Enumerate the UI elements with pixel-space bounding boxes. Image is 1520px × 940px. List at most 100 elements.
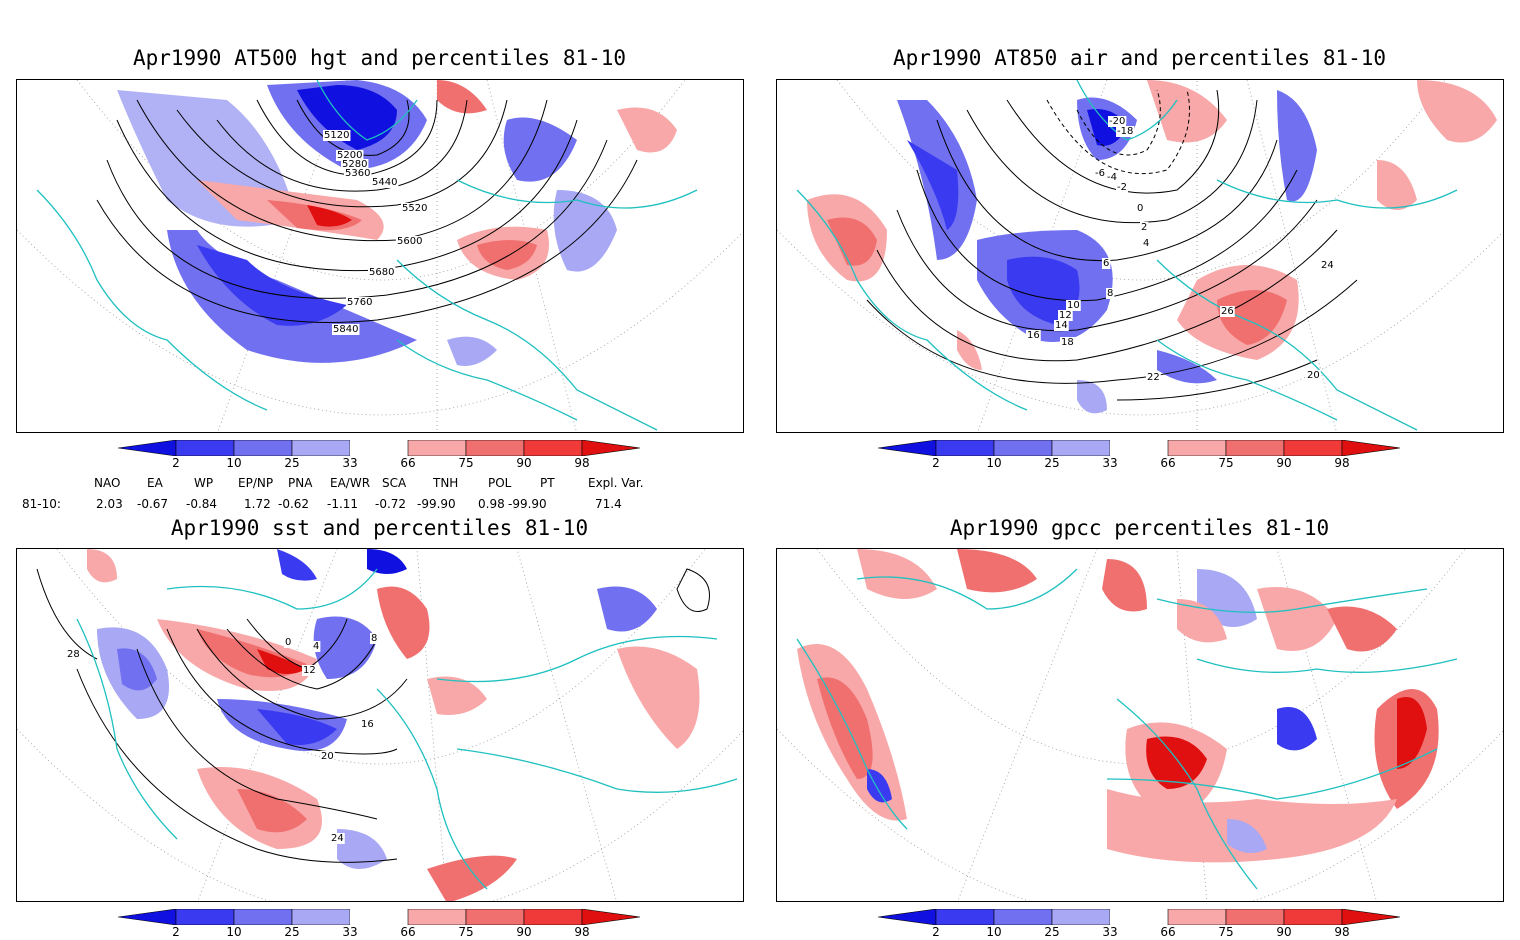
contour-label-bg bbox=[1142, 238, 1151, 249]
colorbar-swatches bbox=[117, 908, 641, 926]
index-value: 71.4 bbox=[595, 497, 622, 511]
contour-label-bg bbox=[312, 641, 321, 652]
contour-label: 18 bbox=[1061, 337, 1074, 348]
index-header: NAO bbox=[94, 476, 121, 490]
contour-label: 16 bbox=[1027, 330, 1040, 341]
contour-label-bg bbox=[302, 665, 317, 676]
map-air850: -20 -18 -4 -6 -2 0 2 4 6 8 10 12 14 16 1… bbox=[776, 79, 1504, 433]
colorbar-swatch bbox=[350, 909, 408, 925]
contour-label-bg bbox=[1026, 330, 1041, 341]
colorbar-label: 25 bbox=[1044, 456, 1060, 470]
contour-label: 5280 bbox=[342, 159, 367, 170]
contour-label-bg bbox=[1094, 168, 1106, 179]
contour-label: 14 bbox=[1055, 320, 1068, 331]
colorbar-label: 10 bbox=[986, 456, 1002, 470]
percentile-shading bbox=[807, 80, 1497, 414]
colorbar-label: 33 bbox=[1102, 456, 1118, 470]
colorbar-label: 66 bbox=[1160, 456, 1176, 470]
colorbar-top-right: 2 10 25 33 66 75 90 98 bbox=[877, 439, 1402, 476]
coastlines bbox=[76, 568, 738, 890]
contour-label: 26 bbox=[1221, 306, 1234, 317]
colorbar-swatch bbox=[1225, 439, 1285, 457]
contour-label: 0 bbox=[1137, 203, 1143, 214]
colorbar-label: 75 bbox=[1218, 925, 1234, 939]
colorbar-swatch bbox=[993, 439, 1053, 457]
contour-label: 5600 bbox=[397, 236, 422, 247]
colorbar-swatch bbox=[407, 908, 467, 926]
contour-label: 4 bbox=[1143, 238, 1149, 249]
sst-contours bbox=[36, 568, 710, 863]
contour-label-bg bbox=[1220, 306, 1235, 317]
contour-label: -4 bbox=[1107, 172, 1117, 183]
contour-label: 12 bbox=[303, 665, 316, 676]
colorbar-label: 33 bbox=[342, 456, 358, 470]
colorbar-label: 10 bbox=[226, 925, 242, 939]
colorbar-label: 2 bbox=[172, 456, 180, 470]
coastlines bbox=[796, 568, 1458, 890]
colorbar-label: 66 bbox=[1160, 925, 1176, 939]
colorbar-label: 75 bbox=[458, 456, 474, 470]
contour-label: 5440 bbox=[372, 177, 397, 188]
colorbar-swatch bbox=[935, 439, 995, 457]
colorbar-label: 90 bbox=[1276, 925, 1292, 939]
index-value: 2.03 bbox=[96, 497, 123, 511]
contour-label-bg bbox=[1054, 320, 1069, 331]
index-header: TNH bbox=[433, 476, 459, 490]
contour-label: 16 bbox=[361, 719, 374, 730]
colorbar-swatches bbox=[877, 439, 1401, 457]
contour-label-bg bbox=[1320, 260, 1335, 271]
contour-label: -2 bbox=[1117, 182, 1127, 193]
index-header: WP bbox=[194, 476, 214, 490]
colorbar-label: 66 bbox=[400, 456, 416, 470]
index-row-label: 81-10: bbox=[22, 497, 61, 511]
index-header: EA/WR bbox=[330, 476, 371, 490]
colorbar-swatch bbox=[523, 908, 583, 926]
colorbar-swatch bbox=[1283, 908, 1343, 926]
gpcc-field bbox=[777, 549, 1503, 901]
colorbar-swatch bbox=[465, 908, 525, 926]
index-value: -0.84 bbox=[186, 497, 218, 511]
colorbar-arrow-high bbox=[1341, 439, 1401, 457]
contour-labels: 5120 5200 5280 5360 5440 5520 5600 5680 … bbox=[323, 130, 429, 335]
colorbar-swatch bbox=[1051, 908, 1111, 926]
contour-label-bg bbox=[1136, 203, 1145, 214]
colorbar-swatches bbox=[877, 908, 1401, 926]
colorbar-label: 25 bbox=[284, 456, 300, 470]
contour-label: 5760 bbox=[347, 297, 372, 308]
contour-label-bg bbox=[1060, 337, 1075, 348]
colorbar-bottom-right: 2 10 25 33 66 75 90 98 bbox=[877, 908, 1402, 940]
contour-label-bg bbox=[320, 751, 335, 762]
colorbar-swatch bbox=[233, 908, 293, 926]
contour-label: 5680 bbox=[369, 267, 394, 278]
colorbar-label: 90 bbox=[1276, 456, 1292, 470]
contour-label-bg bbox=[1140, 222, 1149, 233]
contour-label-bg bbox=[344, 168, 372, 179]
index-value: -99.90 bbox=[417, 497, 456, 511]
contour-label: 10 bbox=[1067, 300, 1080, 311]
contour-label-bg bbox=[1108, 116, 1127, 127]
index-value: -0.72 bbox=[375, 497, 407, 511]
colorbar-arrow-low bbox=[877, 439, 937, 457]
contour-label: 8 bbox=[371, 633, 377, 644]
colorbar-swatch bbox=[523, 439, 583, 457]
contour-label-bg bbox=[1116, 126, 1135, 137]
index-value: -1.11 bbox=[327, 497, 359, 511]
colorbar-label: 98 bbox=[1334, 925, 1350, 939]
contour-label-bg bbox=[360, 719, 375, 730]
colorbar-top-left: 2 10 25 33 66 75 90 98 bbox=[117, 439, 642, 476]
contour-labels: 0 4 8 12 16 20 24 28 bbox=[66, 633, 379, 844]
colorbar-swatch bbox=[291, 908, 351, 926]
index-value-row: 81-10: 2.03 -0.67 -0.84 1.72 -0.62 -1.11… bbox=[0, 497, 760, 513]
index-header-row: NAO EA WP EP/NP PNA EA/WR SCA TNH POL PT… bbox=[0, 476, 760, 492]
contour-labels: -20 -18 -4 -6 -2 0 2 4 6 8 10 12 14 16 1… bbox=[1026, 116, 1335, 383]
colorbar-label: 25 bbox=[1044, 925, 1060, 939]
contour-label-bg bbox=[401, 203, 429, 214]
contour-label: -20 bbox=[1109, 116, 1125, 127]
coastlines bbox=[796, 80, 1458, 431]
map-sst: 0 4 8 12 16 20 24 28 bbox=[16, 548, 744, 902]
colorbar-label: 33 bbox=[342, 925, 358, 939]
colorbar-arrow-high bbox=[1341, 908, 1401, 926]
index-header: Expl. Var. bbox=[588, 476, 644, 490]
index-header: PT bbox=[540, 476, 555, 490]
colorbar-label: 75 bbox=[1218, 456, 1234, 470]
